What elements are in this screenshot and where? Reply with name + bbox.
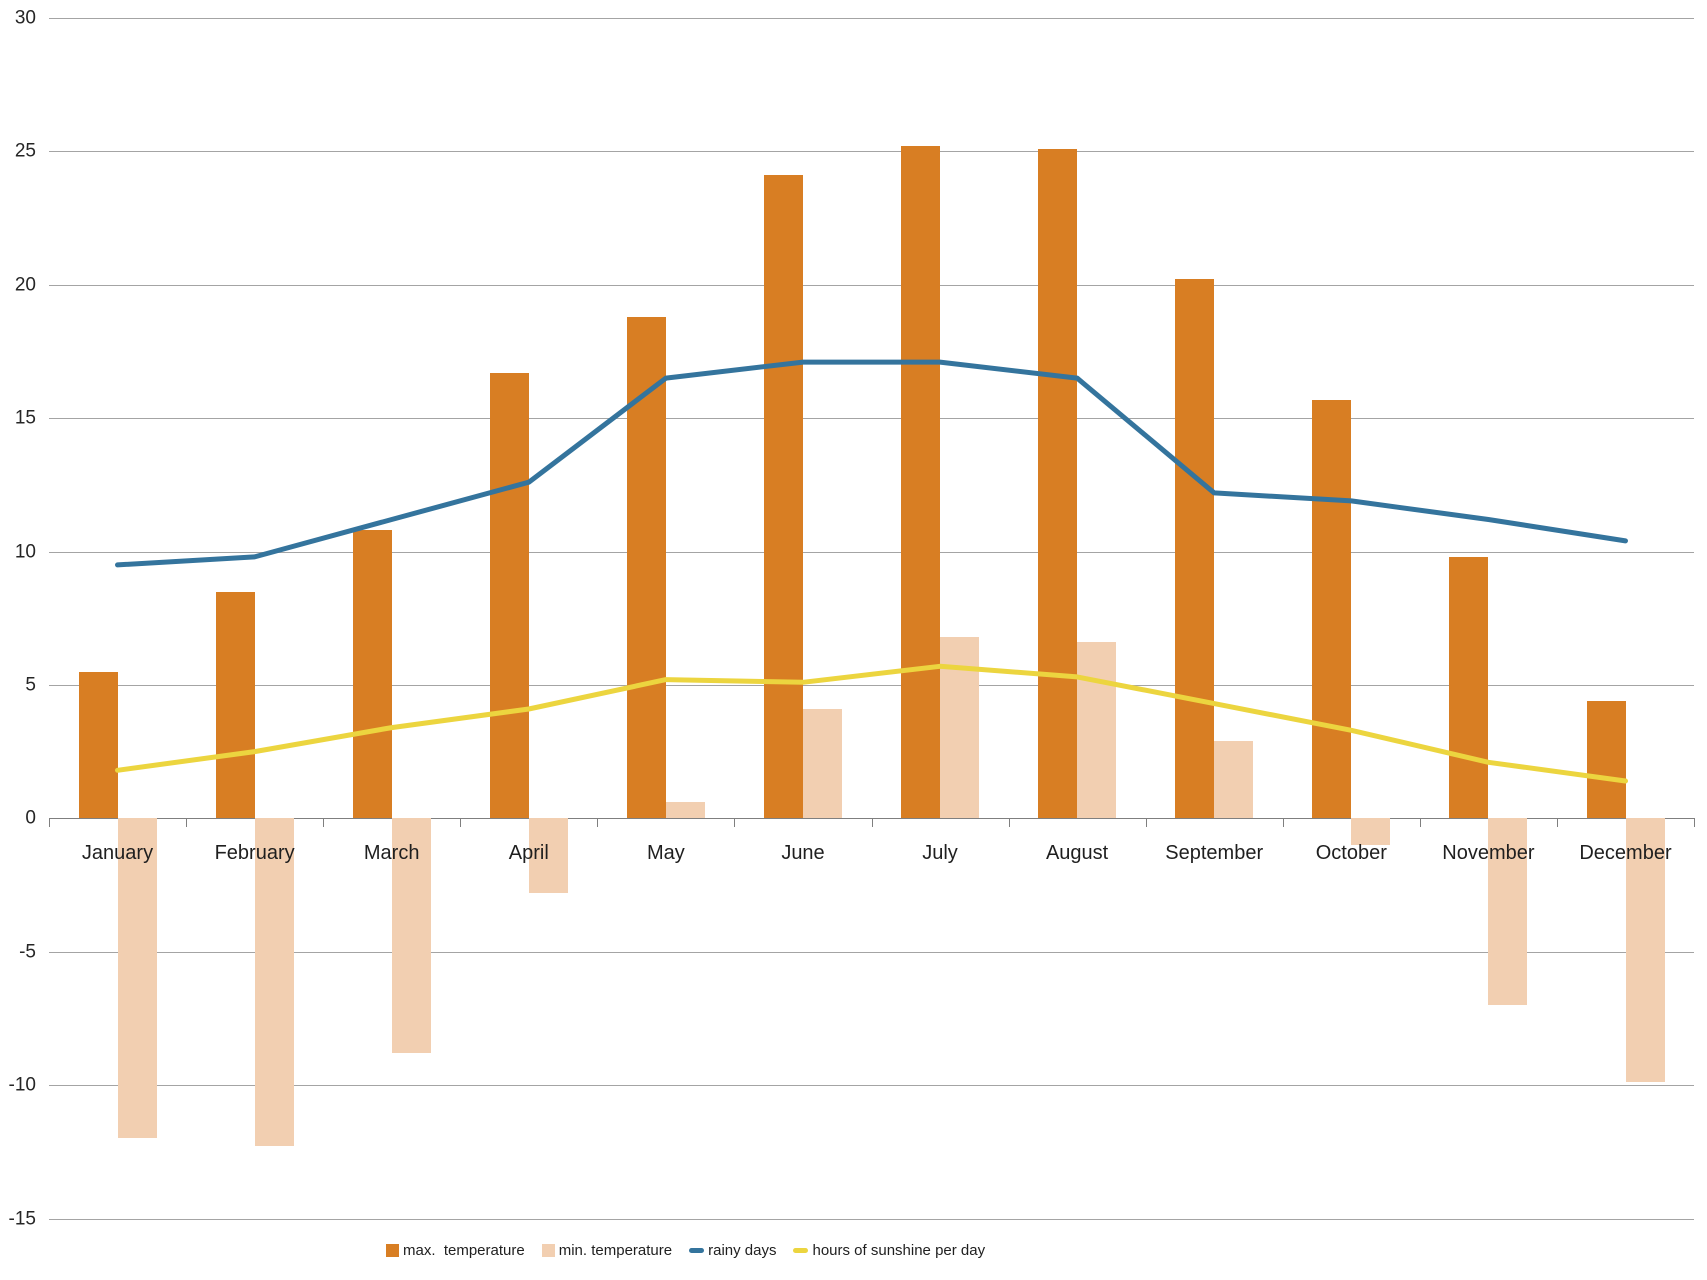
gridline: [49, 1218, 1694, 1220]
gridline: [49, 684, 1694, 686]
x-axis-tick: [871, 818, 873, 828]
max-temperature-bar: [215, 591, 255, 819]
y-axis-tick-label: 5: [25, 674, 36, 696]
legend-color-swatch: [386, 1244, 399, 1257]
x-axis-category-label: December: [1579, 842, 1672, 864]
gridline: [49, 284, 1694, 286]
x-axis-category-label: September: [1165, 842, 1264, 864]
min-temperature-bar: [254, 818, 294, 1147]
x-axis-tick: [734, 818, 736, 828]
max-temperature-bar: [901, 146, 940, 819]
x-axis-tick: [1556, 818, 1558, 828]
min-temperature-bar: [1625, 818, 1665, 1083]
legend-item-rainy-days: rainy days: [689, 1242, 776, 1259]
x-axis-tick: [49, 818, 50, 828]
legend-item-hours-of-sunshine-per-day: hours of sunshine per day: [793, 1242, 985, 1259]
gridline: [49, 418, 1694, 420]
y-axis-tick-label: -15: [8, 1208, 36, 1229]
min-temperature-bar: [528, 818, 568, 893]
min-temperature-bar: [391, 818, 431, 1054]
legend-label: hours of sunshine per day: [812, 1242, 986, 1259]
x-axis-tick: [1145, 818, 1147, 828]
legend-item-max-temperature: max. temperature: [386, 1242, 525, 1259]
min-temperature-bar: [1214, 741, 1254, 819]
gridline: [49, 551, 1694, 553]
y-axis-tick-label: -5: [19, 941, 36, 963]
y-axis-tick-label: 25: [14, 140, 36, 162]
max-temperature-bar: [1038, 148, 1078, 819]
x-axis-tick: [186, 818, 188, 828]
x-axis-tick: [1282, 818, 1284, 828]
min-temperature-bar: [117, 818, 157, 1139]
max-temperature-bar: [1175, 279, 1215, 819]
legend-item-min-temperature: min. temperature: [541, 1242, 673, 1259]
max-temperature-bar: [352, 530, 392, 819]
max-temperature-bar: [489, 372, 529, 819]
y-axis-tick-label: 0: [25, 807, 36, 829]
min-temperature-bar: [940, 636, 979, 819]
x-axis-category-label: January: [81, 842, 154, 864]
gridline: [49, 151, 1694, 153]
legend-line-swatch: [689, 1248, 705, 1253]
legend-label: rainy days: [708, 1242, 777, 1259]
min-temperature-bar: [1488, 818, 1528, 1005]
x-axis-category-label: August: [1045, 842, 1109, 864]
gridline: [49, 1085, 1694, 1087]
x-axis-category-label: February: [214, 842, 295, 864]
x-axis-tick: [1008, 818, 1010, 828]
x-axis-category-label: April: [508, 842, 549, 864]
legend-color-swatch: [541, 1244, 555, 1257]
gridline: [49, 951, 1694, 953]
x-axis-tick: [460, 818, 462, 828]
legend-line-swatch: [793, 1248, 809, 1253]
max-temperature-bar: [78, 671, 118, 819]
max-temperature-bar: [764, 175, 803, 819]
max-temperature-bar: [1449, 556, 1489, 819]
max-temperature-bar: [1586, 701, 1626, 819]
y-axis-tick-label: 30: [14, 7, 36, 29]
x-axis-tick: [1694, 818, 1695, 828]
y-axis-tick-label: 20: [14, 274, 36, 296]
x-axis-tick: [323, 818, 325, 828]
x-axis-category-label: May: [646, 842, 685, 864]
x-axis-category-label: November: [1442, 842, 1535, 864]
gridline: [49, 18, 1694, 19]
min-temperature-bar: [1351, 818, 1391, 845]
y-axis-tick-label: 10: [14, 541, 36, 563]
x-axis-tick: [1419, 818, 1421, 828]
x-axis-category-label: July: [922, 842, 958, 864]
max-temperature-bar: [1312, 399, 1352, 819]
x-axis-category-label: June: [781, 842, 825, 864]
min-temperature-bar: [665, 802, 705, 819]
y-axis-tick-label: 15: [14, 407, 36, 429]
chart-legend: max. temperature min. temperature rainy da…: [386, 1242, 985, 1259]
x-axis-category-label: October: [1315, 842, 1387, 864]
min-temperature-bar: [803, 709, 842, 819]
x-axis-category-label: March: [363, 842, 420, 864]
x-axis-tick: [597, 818, 599, 828]
legend-label: max. temperature: [403, 1242, 525, 1259]
legend-label: min. temperature: [558, 1242, 673, 1259]
max-temperature-bar: [626, 316, 666, 819]
min-temperature-bar: [1077, 642, 1117, 819]
y-axis-tick-label: -10: [8, 1074, 36, 1096]
